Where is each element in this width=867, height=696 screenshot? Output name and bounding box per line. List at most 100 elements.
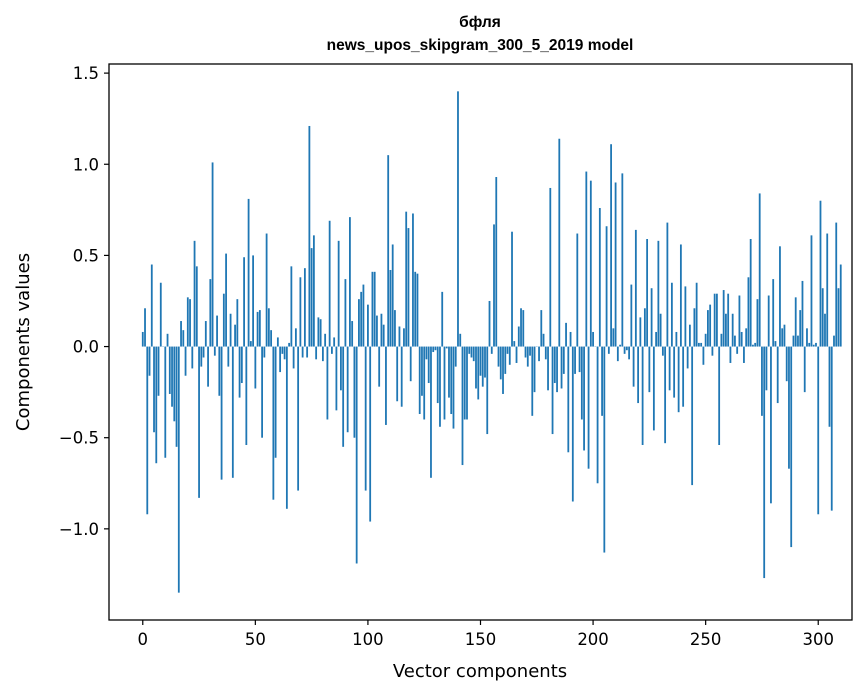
bar-304: [826, 233, 829, 347]
bar-305: [828, 346, 831, 427]
bar-203: [598, 208, 601, 347]
bar-26: [200, 346, 203, 367]
bar-253: [711, 346, 714, 356]
bar-134: [443, 346, 446, 420]
bar-252: [709, 304, 712, 347]
bar-221: [639, 317, 642, 347]
bar-182: [551, 346, 554, 435]
bar-135: [445, 346, 448, 349]
plot-frame: [108, 63, 853, 621]
bar-25: [198, 346, 200, 498]
bar-216: [628, 346, 630, 360]
bar-31: [211, 162, 214, 347]
bar-179: [544, 346, 547, 360]
bar-113: [396, 346, 399, 402]
x-tick-label: 300: [802, 630, 834, 649]
bar-199: [589, 180, 592, 347]
bar-280: [772, 279, 775, 347]
bar-149: [477, 346, 480, 400]
bar-291: [797, 335, 799, 347]
bar-76: [312, 235, 315, 347]
bar-267: [743, 346, 745, 363]
bar-275: [761, 346, 763, 416]
bar-254: [713, 293, 716, 347]
bar-104: [376, 315, 378, 347]
bar-250: [704, 333, 707, 347]
bar-170: [524, 346, 527, 358]
bar-82: [326, 346, 329, 420]
bar-131: [436, 346, 439, 404]
bar-129: [432, 346, 435, 353]
x-axis-label: Vector components: [393, 661, 567, 682]
bar-74: [308, 125, 311, 347]
bar-154: [488, 300, 491, 347]
bar-289: [792, 335, 795, 347]
bar-263: [734, 335, 736, 347]
bar-33: [216, 315, 218, 347]
bar-169: [522, 310, 525, 347]
bar-162: [506, 346, 509, 354]
bar-173: [531, 346, 534, 416]
bar-307: [833, 335, 835, 347]
bar-39: [229, 313, 232, 347]
bar-38: [227, 346, 230, 367]
bar-128: [430, 346, 432, 478]
bar-52: [258, 310, 261, 347]
bar-249: [702, 346, 705, 365]
bar-278: [767, 295, 770, 347]
bar-66: [290, 266, 293, 347]
bar-147: [472, 346, 475, 362]
bar-81: [324, 333, 327, 347]
x-tick-label: 0: [138, 630, 149, 649]
bar-101: [369, 346, 372, 522]
bar-94: [353, 346, 356, 438]
bar-120: [412, 213, 414, 347]
bar-157: [495, 177, 498, 347]
bar-303: [824, 313, 826, 347]
bar-91: [346, 346, 349, 433]
bar-299: [815, 342, 817, 347]
bar-46: [245, 346, 248, 445]
bar-225: [648, 346, 651, 393]
bar-32: [213, 346, 216, 356]
bar-35: [220, 346, 223, 480]
bar-205: [603, 346, 606, 553]
bar-227: [652, 346, 655, 431]
bar-75: [310, 248, 313, 347]
bar-24: [195, 266, 198, 347]
bar-150: [479, 346, 482, 376]
bar-184: [556, 346, 558, 393]
y-axis-ticks: −1.0 −0.5 0.0 0.5 1.0 1.5: [59, 64, 109, 539]
bar-148: [475, 346, 477, 389]
bar-51: [256, 311, 259, 347]
bar-95: [355, 346, 358, 564]
bar-218: [632, 346, 635, 387]
bar-282: [776, 346, 779, 404]
bar-244: [691, 346, 694, 486]
bar-27: [202, 346, 205, 358]
bar-116: [403, 328, 405, 347]
bar-193: [576, 233, 579, 347]
bar-141: [459, 333, 462, 347]
bar-151: [481, 346, 484, 387]
bar-156: [493, 224, 495, 347]
bar-196: [583, 346, 585, 451]
bar-294: [803, 346, 806, 393]
bar-277: [765, 346, 768, 391]
y-tick-label: 1.0: [73, 155, 99, 174]
bar-231: [661, 346, 664, 356]
bar-44: [240, 346, 243, 384]
bar-190: [569, 331, 572, 347]
bar-124: [421, 346, 423, 396]
bar-288: [790, 346, 793, 548]
bar-197: [585, 171, 588, 347]
bar-16: [177, 346, 180, 593]
bar-72: [303, 268, 306, 347]
bar-2: [146, 346, 149, 515]
bar-86: [335, 346, 338, 411]
x-tick-label: 150: [465, 630, 497, 649]
bar-10: [164, 346, 167, 458]
bar-271: [752, 344, 754, 347]
x-tick-label: 200: [577, 630, 609, 649]
bar-189: [567, 346, 570, 453]
